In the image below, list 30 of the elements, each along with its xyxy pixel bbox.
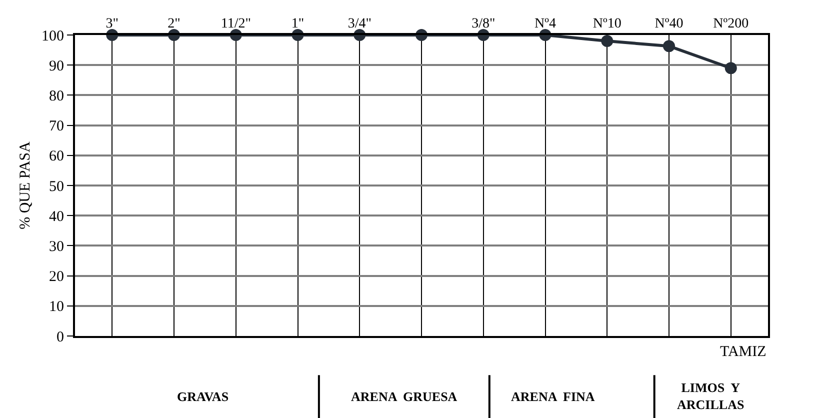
y-tick-label: 100 [42,28,64,44]
y-tick-label: 30 [49,238,64,255]
text: GRAVAS [177,389,229,404]
text: ARENA FINA [511,389,596,404]
x-axis-title: TAMIZ [720,344,766,360]
point [724,62,737,74]
x-tick-label: 3/8" [472,16,496,32]
y-tick-label: 40 [49,208,64,225]
x-tick-label: 1" [291,16,304,32]
y-tick-label: 60 [49,148,64,165]
text: ARENA GRUESA [351,389,458,404]
y-tick-label: 90 [49,58,64,74]
y-tick-label: 10 [49,299,64,316]
x-tick-label: 3" [106,16,118,32]
x-tick-label: 3/4" [348,16,372,32]
point [601,35,614,48]
x-tick-label: Nº4 [534,16,556,32]
x-tick-label: 11/2" [220,16,251,32]
y-tick-label: 80 [49,88,64,104]
text: LIMOS Y ARCILLAS [677,380,744,412]
y-tick-label: 0 [56,329,64,346]
x-tick-label: Nº10 [592,16,622,32]
y-tick-label: 20 [49,269,64,286]
y-axis-title: % QUE PASA [17,141,34,230]
x-tick-label: Nº200 [713,16,749,32]
y-tick-label: 50 [49,178,64,195]
x-tick-label: 2" [168,16,180,32]
x-tick-label: Nº40 [654,16,684,32]
y-tick-label: 70 [49,118,64,135]
point [663,40,675,52]
